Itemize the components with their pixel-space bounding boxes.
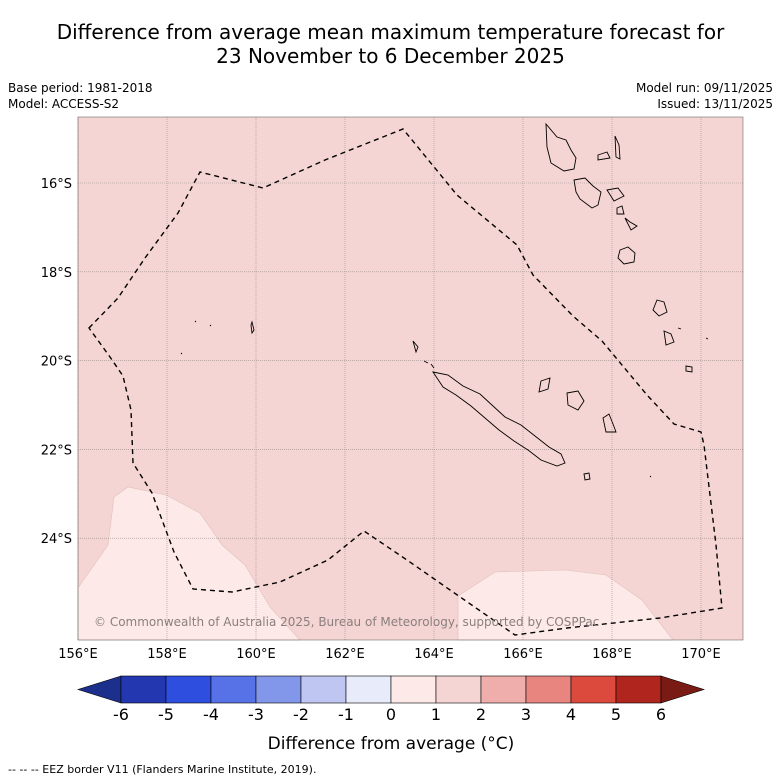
colorbar-tick-label: -5: [158, 705, 174, 724]
longitude-label: 162°E: [325, 647, 365, 662]
colorbar-segment: [525, 675, 572, 704]
new-caledonia-island: [432, 371, 566, 467]
longitude-label: 164°E: [414, 647, 454, 662]
colorbar-segment: [615, 675, 662, 704]
colorbar: [76, 675, 706, 704]
map-frame: [77, 116, 744, 641]
map-gridlines: [77, 117, 743, 640]
anomaly-fill-0-1-east: [457, 569, 674, 641]
loyalty-islands: [538, 377, 617, 433]
longitude-label: 156°E: [58, 647, 98, 662]
colorbar-title: Difference from average (°C): [268, 734, 515, 754]
colorbar-tick-label: -6: [113, 705, 129, 724]
colorbar-segment: [300, 675, 347, 704]
chart-title-line2: 23 November to 6 December 2025: [216, 44, 565, 68]
colorbar-segment: [570, 675, 617, 704]
colorbar-tick-label: -2: [293, 705, 309, 724]
latitude-label: 18°S: [41, 266, 72, 281]
belep-islets: [412, 340, 435, 369]
colorbar-tick-label: 0: [386, 705, 396, 724]
colorbar-tick-label: 2: [476, 705, 486, 724]
issued-date: Issued: 13/11/2025: [657, 97, 773, 111]
colorbar-segment: [390, 675, 437, 704]
longitude-label: 170°E: [681, 647, 721, 662]
colorbar-tick-label: -4: [203, 705, 219, 724]
colorbar-segment: [345, 675, 392, 704]
colorbar-segment: [165, 675, 212, 704]
meta-right: Model run: 09/11/2025 Issued: 13/11/2025: [636, 80, 773, 112]
vanuatu-islands: [545, 122, 709, 373]
colorbar-segment: [480, 675, 527, 704]
latitude-labels: 16°S 18°S 20°S 22°S 24°S: [41, 177, 72, 547]
colorbar-tick-label: -1: [338, 705, 354, 724]
eez-border: [88, 128, 723, 636]
isle-of-pines: [583, 472, 591, 481]
footer-eez-note: -- -- -- EEZ border V11 (Flanders Marine…: [8, 763, 317, 776]
colorbar-arrow-high: [660, 675, 706, 704]
colorbar-tick-label: 5: [611, 705, 621, 724]
latitude-label: 22°S: [41, 443, 72, 458]
copyright-text: © Commonwealth of Australia 2025, Bureau…: [94, 615, 599, 629]
colorbar-arrow-low: [76, 675, 122, 704]
colorbar-tick-label: -3: [248, 705, 264, 724]
colorbar-tick-label: 6: [656, 705, 666, 724]
colorbar-segment: [255, 675, 302, 704]
latitude-label: 24°S: [41, 532, 72, 547]
colorbar-tick-label: 4: [566, 705, 576, 724]
chesterfield-islands: [180, 320, 652, 478]
longitude-label: 168°E: [592, 647, 632, 662]
longitude-label: 160°E: [236, 647, 276, 662]
colorbar-tick-label: 1: [431, 705, 441, 724]
colorbar-segment: [435, 675, 482, 704]
base-period: Base period: 1981-2018: [8, 81, 153, 95]
longitude-labels: 156°E 158°E 160°E 162°E 164°E 166°E 168°E 170°E: [58, 647, 721, 662]
model-name: Model: ACCESS-S2: [8, 97, 120, 111]
longitude-label: 158°E: [147, 647, 187, 662]
colorbar-tick-labels: -6 -5 -4 -3 -2 -1 0 1 2 3 4 5 6: [113, 705, 666, 724]
model-run: Model run: 09/11/2025: [635, 81, 773, 95]
longitude-label: 166°E: [503, 647, 543, 662]
meta-left: Base period: 1981-2018 Model: ACCESS-S2: [8, 80, 153, 112]
latitude-label: 20°S: [41, 355, 72, 370]
latitude-label: 16°S: [41, 177, 72, 192]
colorbar-tick-label: 3: [521, 705, 531, 724]
colorbar-segment: [210, 675, 257, 704]
chart-title-line1: Difference from average mean maximum tem…: [56, 20, 725, 44]
colorbar-segment: [120, 675, 167, 704]
